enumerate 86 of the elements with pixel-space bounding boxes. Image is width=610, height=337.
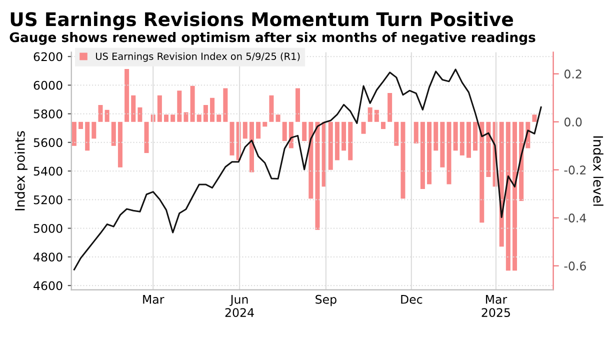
chart-title: US Earnings Revisions Momentum Turn Positive (10, 12, 514, 30)
bar (124, 69, 130, 122)
bar (446, 122, 452, 184)
bar (262, 122, 268, 127)
y2-tick-label: 0.0 (564, 118, 582, 126)
x-tick-label: Mar (143, 295, 164, 304)
bar (98, 105, 103, 122)
bar (118, 122, 122, 168)
bar (111, 122, 116, 146)
bar (210, 98, 215, 122)
y-tick-label: 6200 (34, 52, 62, 62)
line-series (73, 68, 542, 270)
bar (296, 88, 300, 122)
bar (190, 86, 195, 122)
bar (348, 122, 353, 160)
bar (269, 95, 274, 122)
bar (249, 122, 254, 172)
bar (361, 122, 366, 134)
bar (138, 107, 142, 122)
x-tick-label: Mar 2025 (482, 295, 510, 318)
bar (242, 122, 248, 139)
bar (394, 122, 399, 146)
y-tick-label: 6000 (34, 80, 62, 90)
bar (104, 110, 110, 122)
y2-tick-label: -0.2 (564, 166, 586, 174)
y-tick-label: 4800 (34, 252, 62, 262)
y2-tick-label: -0.4 (564, 214, 586, 222)
bar (328, 122, 333, 170)
bar (157, 95, 162, 122)
bar (342, 122, 346, 151)
bar (216, 114, 222, 122)
bar (400, 122, 406, 199)
bar (92, 122, 96, 139)
bar (414, 122, 418, 144)
bar (466, 122, 471, 158)
bar (453, 122, 458, 151)
bar (512, 122, 518, 271)
bar (473, 122, 478, 151)
x-tick-label: Jun 2024 (225, 295, 254, 318)
bar (315, 122, 320, 230)
bar (460, 122, 464, 156)
bar (427, 122, 432, 184)
bar (486, 122, 491, 178)
bar (374, 110, 379, 122)
bar (184, 112, 188, 122)
bar (388, 93, 392, 122)
bar (85, 122, 90, 151)
bar (72, 122, 76, 146)
bar (78, 122, 84, 130)
bar (368, 107, 372, 122)
bar (434, 122, 438, 151)
y-tick-label: 5600 (34, 138, 62, 148)
x-tick-label: Sep (316, 294, 336, 306)
bar (380, 122, 386, 130)
legend-label: US Earnings Revision Index on 5/9/25 (R1) (96, 52, 300, 62)
y-tick-label: 5000 (34, 224, 62, 233)
bar (144, 122, 149, 154)
bar (308, 122, 314, 199)
bar (230, 122, 234, 156)
y-axis-title: Index points (14, 131, 28, 210)
bar (223, 88, 228, 122)
bar (177, 90, 182, 122)
y-tick-label: 5800 (34, 110, 62, 118)
chart-subtitle: Gauge shows renewed optimism after six months of negative readings (10, 32, 536, 45)
x-tick-label: Dec (401, 295, 422, 304)
bar (256, 122, 261, 139)
bar (532, 114, 537, 122)
bar (420, 122, 425, 190)
bar (164, 114, 168, 122)
bar (302, 122, 307, 142)
y2-tick-label: 0.2 (564, 70, 582, 78)
bar (276, 114, 280, 122)
bar (170, 114, 176, 122)
bar (480, 122, 484, 223)
bar (282, 122, 287, 142)
y2-axis-title: Index level (593, 136, 604, 206)
y2-tick-label: -0.6 (564, 262, 586, 270)
y-tick-label: 5200 (34, 195, 62, 204)
bar (334, 122, 340, 160)
y-tick-label: 4600 (34, 281, 62, 290)
bar (196, 114, 202, 122)
bar (131, 95, 136, 122)
bar (506, 122, 510, 271)
bar (203, 105, 208, 122)
bar (440, 122, 445, 168)
y-tick-label: 5400 (34, 166, 62, 176)
